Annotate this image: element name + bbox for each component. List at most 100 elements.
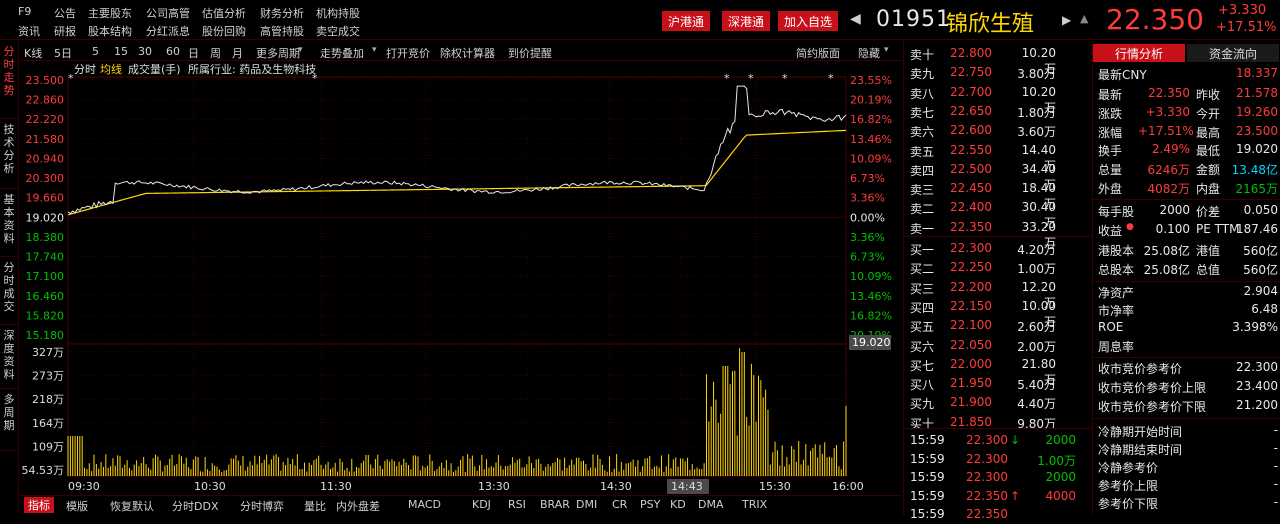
chart-tool-9[interactable]: 更多周期 <box>256 47 300 60</box>
info-icon[interactable]: ● <box>1126 222 1134 233</box>
chart-tool-2[interactable]: 5 <box>92 45 99 58</box>
quote-value-2: 23.500 <box>1236 123 1278 138</box>
indicator-tab-9[interactable]: RSI <box>508 498 526 511</box>
indicator-tab-3[interactable]: 分时DDX <box>172 500 219 513</box>
indicator-tab-1[interactable]: 模版 <box>66 500 88 513</box>
fund-label-2: 价差 <box>1196 204 1221 219</box>
indicator-tab-15[interactable]: DMA <box>698 498 724 511</box>
quote-row: 涨幅 +17.51% 最高 23.500 <box>1098 123 1278 141</box>
indicator-tab-12[interactable]: CR <box>612 498 628 511</box>
pct-tick: 6.73% <box>850 251 885 264</box>
chart-tool-1[interactable]: 5日 <box>54 47 72 60</box>
indicator-tab-0[interactable]: 指标 <box>24 497 54 513</box>
menu-4[interactable]: 估值分析 <box>202 7 246 20</box>
cooling-value: - <box>1273 458 1278 473</box>
cooling-row: 参考价上限 - <box>1098 476 1278 494</box>
price-change-pct: +17.51% <box>1216 20 1277 35</box>
indicator-tab-10[interactable]: BRAR <box>540 498 570 511</box>
intraday-chart[interactable]: 分时 均线 成交量(手) 所属行业: 药品及生物科技 23.500 23.55% 22.86… <box>20 62 902 494</box>
chart-tool-0[interactable]: K线 <box>24 47 43 60</box>
chart-tool-4[interactable]: 30 <box>138 45 152 58</box>
fund-value-2: 560亿 <box>1243 263 1278 278</box>
indicator-tab-4[interactable]: 分时博弈 <box>240 500 284 513</box>
menu2-3[interactable]: 分红派息 <box>146 25 190 38</box>
left-nav-4[interactable]: 深度资料 <box>0 325 18 389</box>
chart-tool-10[interactable]: 走势叠加 <box>320 47 364 60</box>
chart-legend-1: 均线 <box>100 62 122 76</box>
chart-tool-7[interactable]: 周 <box>210 47 221 60</box>
menu2-4[interactable]: 股份回购 <box>202 25 246 38</box>
time-label: 15:30 <box>759 480 791 493</box>
left-nav-3[interactable]: 分时成交 <box>0 257 18 325</box>
menu-1[interactable]: 公告 <box>54 7 76 20</box>
bid-label: 买八 <box>910 378 935 393</box>
price-tick: 22.220 <box>26 113 65 126</box>
menu-0[interactable]: F9 <box>18 5 32 18</box>
ratio-value: 2.904 <box>1243 283 1278 298</box>
hk-connect-sh-button[interactable]: 沪港通 <box>662 11 711 31</box>
bid-label: 买九 <box>910 397 935 412</box>
bid-volume: 1.00万 <box>1017 262 1056 277</box>
overlay-dropdown-icon[interactable]: ▾ <box>372 45 377 55</box>
next-stock-icon[interactable]: ▶ <box>1062 13 1072 27</box>
hk-connect-sz-button[interactable]: 深港通 <box>722 11 771 31</box>
fund-value-2: 560亿 <box>1243 243 1278 258</box>
pct-tick: 3.36% <box>850 231 885 244</box>
chart-tool-13[interactable]: 到价提醒 <box>508 47 552 60</box>
indicator-tab-14[interactable]: KD <box>670 498 686 511</box>
prev-stock-icon[interactable]: ◀ <box>850 11 861 27</box>
chart-tool-15[interactable]: 隐藏 <box>858 47 880 60</box>
menu-5[interactable]: 财务分析 <box>260 7 304 20</box>
left-nav-0[interactable]: 分时走势 <box>0 41 18 119</box>
left-nav-2[interactable]: 基本资料 <box>0 189 18 257</box>
menu-6[interactable]: 机构持股 <box>316 7 360 20</box>
bid-volume: 12.20万 <box>1021 279 1056 310</box>
ask-label: 卖九 <box>910 67 935 82</box>
left-nav-5[interactable]: 多周期 <box>0 389 18 451</box>
fund-label-2: 总值 <box>1196 263 1221 278</box>
chart-tool-6[interactable]: 日 <box>188 47 199 60</box>
indicator-tab-7[interactable]: MACD <box>408 498 441 511</box>
menu2-5[interactable]: 高管持股 <box>260 25 304 38</box>
chart-tool-8[interactable]: 月 <box>232 47 243 60</box>
chart-tool-12[interactable]: 除权计算器 <box>440 47 495 60</box>
menu2-0[interactable]: 资讯 <box>18 25 40 38</box>
trade-row: 15:59 22.350 <box>910 504 1090 524</box>
quote-panel: 行情分析 资金流向 最新CNY 18.337 最新 22.350 昨收 21.578 涨跌… <box>1092 41 1280 514</box>
bid-price: 22.050 <box>950 337 992 352</box>
more-period-dropdown-icon[interactable]: ▾ <box>298 45 303 55</box>
bid-label: 买六 <box>910 339 935 354</box>
quote-label-2: 最高 <box>1196 125 1221 140</box>
indicator-tab-2[interactable]: 恢复默认 <box>110 500 154 513</box>
bid-price: 21.950 <box>950 376 992 391</box>
ask-label: 卖十 <box>910 48 935 62</box>
hide-dropdown-icon[interactable]: ▾ <box>884 45 889 55</box>
indicator-tab-13[interactable]: PSY <box>640 498 661 511</box>
ask-volume: 10.20万 <box>1021 46 1056 76</box>
menu-3[interactable]: 公司高管 <box>146 7 190 20</box>
menu-2[interactable]: 主要股东 <box>88 7 132 20</box>
trade-row: 15:59 22.350 ↑ 4000 <box>910 486 1090 506</box>
menu2-2[interactable]: 股本结构 <box>88 25 132 38</box>
chart-tool-14[interactable]: 简约版面 <box>796 47 840 60</box>
pct-tick: 13.46% <box>850 133 892 146</box>
trade-volume: 1.00万 <box>1037 453 1076 468</box>
indicator-tab-5[interactable]: 量比 <box>304 500 326 513</box>
chart-tool-3[interactable]: 15 <box>114 45 128 58</box>
chart-tool-11[interactable]: 打开竞价 <box>386 47 430 60</box>
add-watchlist-button[interactable]: 加入自选 <box>778 11 839 31</box>
indicator-tab-8[interactable]: KDJ <box>472 498 491 511</box>
left-nav-1[interactable]: 技术分析 <box>0 119 18 189</box>
menu2-6[interactable]: 卖空成交 <box>316 25 360 38</box>
indicator-tab-11[interactable]: DMI <box>576 498 598 511</box>
menu2-1[interactable]: 研报 <box>54 25 76 38</box>
chart-tool-5[interactable]: 60 <box>166 45 180 58</box>
tab-fund-flow[interactable]: 资金流向 <box>1187 44 1279 62</box>
indicator-tab-6[interactable]: 内外盘差 <box>336 500 380 513</box>
tab-market-analysis[interactable]: 行情分析 <box>1093 44 1185 62</box>
pin-icon[interactable]: ▲ <box>1080 12 1089 25</box>
ask-volume: 18.40万 <box>1021 181 1056 212</box>
cursor-price-value: 19.020 <box>852 336 891 349</box>
indicator-tab-16[interactable]: TRIX <box>742 498 768 511</box>
auction-row: 收市竞价参考价下限 21.200 <box>1098 397 1278 415</box>
